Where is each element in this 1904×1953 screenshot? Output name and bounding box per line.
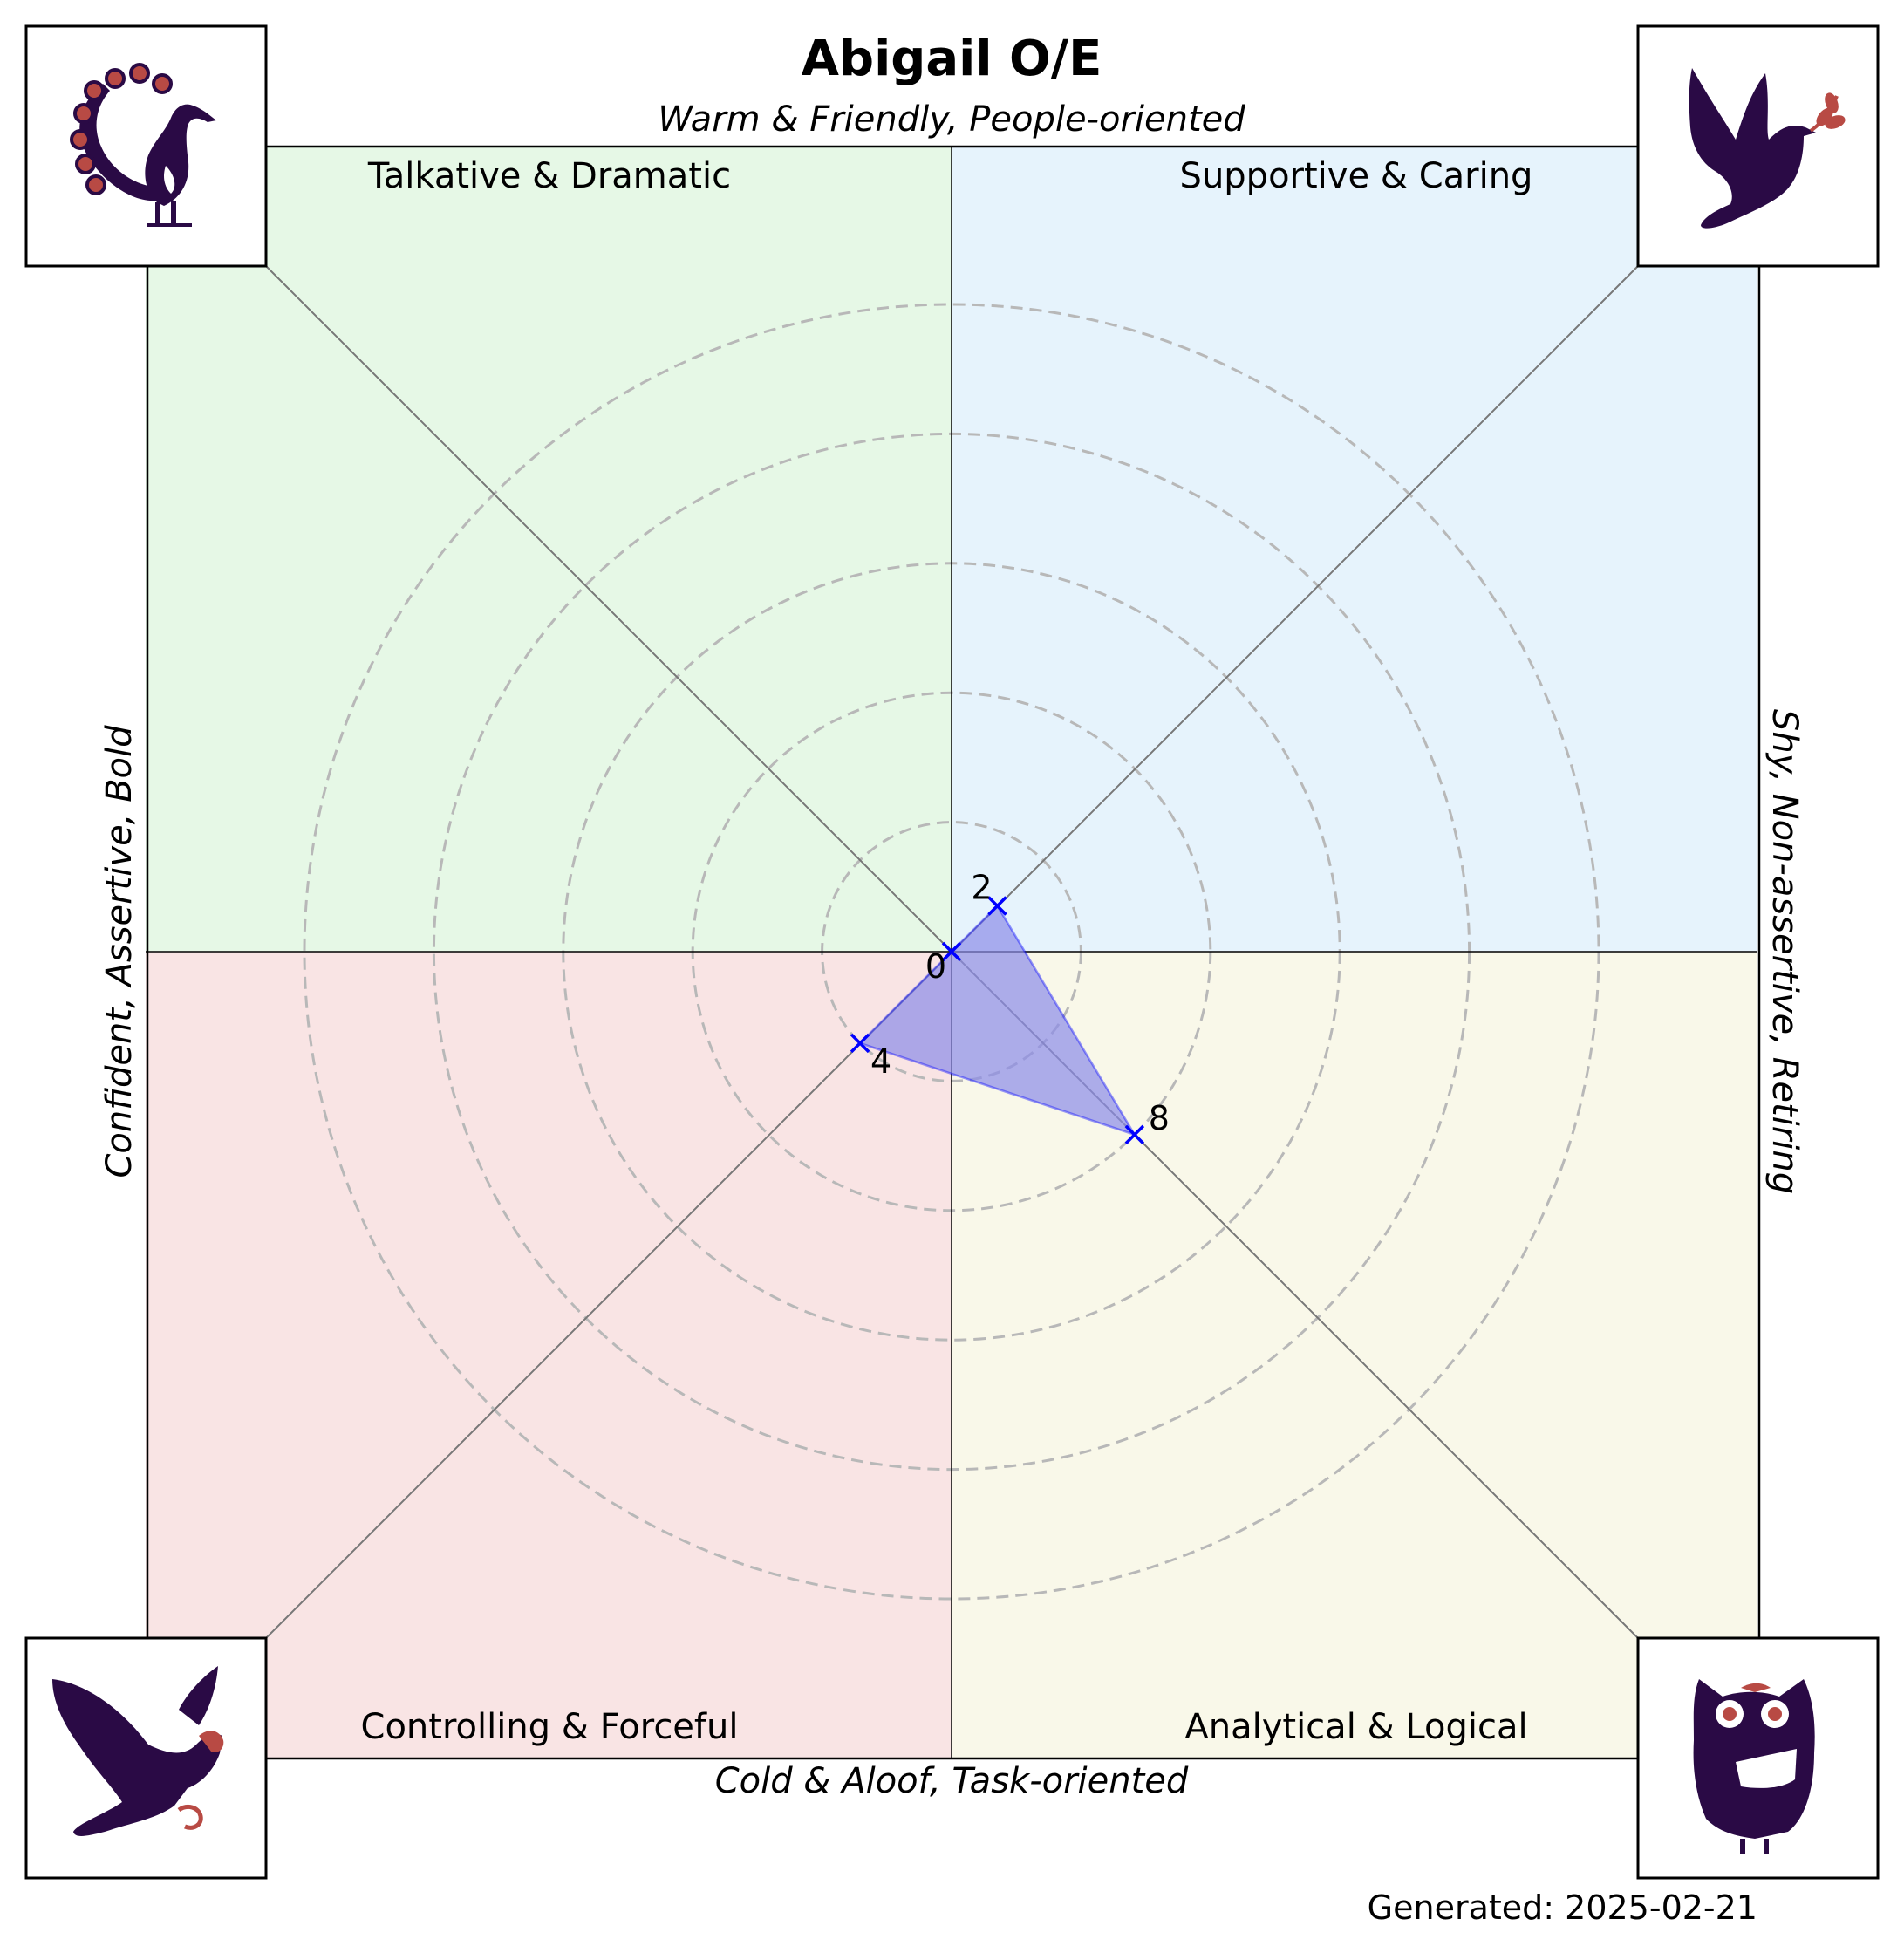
quadrant-label-bottom-left: Controlling & Forceful [361,1707,739,1747]
point-value-label: 0 [925,947,946,986]
point-marker [850,1033,870,1054]
right-axis-label: Shy, Non-assertive, Retiring [1764,709,1805,1194]
point-value-label: 8 [1149,1099,1170,1137]
bottom-axis-label: Cold & Aloof, Task-oriented [715,1761,1189,1801]
point-value-label: 4 [870,1042,891,1081]
data-point-top-left: 0 [925,941,962,986]
generated-date: Generated: 2025-02-21 [1368,1888,1757,1927]
dove-icon [1636,24,1880,268]
quadrant-label-top-right: Supportive & Caring [1180,156,1533,196]
eagle-icon [24,1636,268,1880]
point-marker [1124,1124,1145,1145]
quadrant-label-top-left: Talkative & Dramatic [367,156,731,196]
data-point-bottom-left: 4 [850,1033,891,1081]
top-axis-label: Warm & Friendly, People-oriented [658,99,1245,140]
point-marker [941,941,962,962]
data-point-bottom-right: 8 [1124,1099,1170,1145]
point-value-label: 2 [971,869,992,907]
peacock-icon [24,24,268,268]
chart-title: Abigail O/E [802,31,1102,87]
quadrant-label-bottom-right: Analytical & Logical [1184,1707,1527,1747]
plot-frame [146,145,1761,1760]
owl-icon [1636,1636,1880,1880]
data-point-top-right: 2 [971,869,1007,916]
data-series: 0 2 8 4 [850,869,1170,1145]
point-marker [987,896,1007,916]
left-axis-label: Confident, Assertive, Bold [99,725,140,1178]
